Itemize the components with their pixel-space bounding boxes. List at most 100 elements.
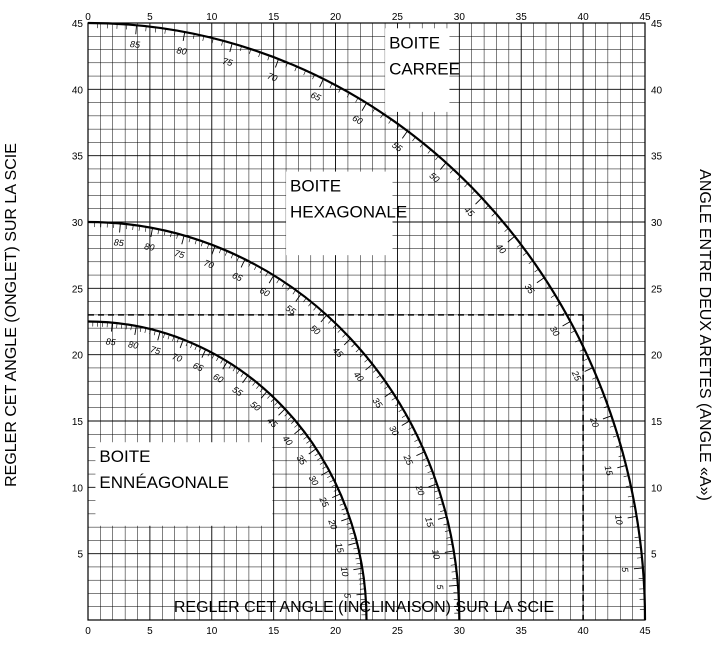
arc-degree-tick — [164, 28, 166, 34]
arc-degree-tick — [365, 363, 373, 371]
arc-degree-tick — [434, 490, 440, 493]
arc-angle-label: 10 — [613, 514, 625, 526]
arc-degree-tick — [629, 505, 635, 508]
arc-degree-tick — [623, 475, 629, 478]
x-axis-title: REGLER CET ANGLE (INCLINAISON) SUR LA SC… — [174, 599, 554, 616]
arc-angle-label: 45 — [265, 415, 280, 430]
arc-curve — [87, 21, 647, 621]
box-label-background — [95, 442, 273, 526]
arc-degree-tick — [437, 516, 447, 520]
arc-degree-tick — [145, 226, 147, 232]
arc-degree-tick — [355, 348, 360, 353]
arc-degree-tick — [356, 593, 366, 596]
arc-angle-label: 85 — [130, 39, 142, 50]
arc-degree-tick — [355, 97, 359, 103]
arc-degree-tick — [342, 333, 347, 338]
x-tick-label-top: 0 — [85, 12, 91, 23]
arc-angle-label: 45 — [331, 345, 346, 360]
arc-degree-tick — [337, 498, 343, 501]
arc-degree-tick — [450, 564, 456, 566]
arc-degree-tick — [111, 322, 113, 332]
x-tick-label: 40 — [578, 626, 590, 637]
arc-degree-tick — [391, 397, 397, 401]
y-tick-label: 15 — [72, 417, 84, 428]
arc-degree-tick — [376, 374, 381, 379]
arc-degree-tick — [319, 461, 325, 465]
arc-degree-tick — [353, 567, 363, 571]
y-tick-label-right: 40 — [651, 85, 663, 96]
arc-angle-label: 5 — [342, 593, 352, 600]
arc-degree-tick — [412, 136, 416, 142]
arc-degree-tick — [327, 475, 332, 478]
y-tick-label: 45 — [72, 19, 84, 30]
arc-degree-tick — [292, 289, 296, 295]
arc-degree-tick — [331, 484, 337, 488]
arc-degree-tick — [254, 265, 257, 270]
arc-degree-tick — [346, 522, 352, 525]
arc-degree-tick — [484, 205, 489, 209]
arc-degree-tick — [425, 464, 430, 467]
arc-degree-tick — [275, 58, 279, 68]
arc-degree-tick — [570, 330, 576, 334]
arc-degree-tick — [319, 78, 324, 88]
arc-degree-tick — [599, 396, 605, 399]
arc-angle-label: 5 — [435, 584, 445, 591]
box-label-line: ENNÉAGONALE — [99, 473, 228, 492]
arc-angle-label: 55 — [390, 140, 405, 155]
x-tick-label: 15 — [268, 626, 280, 637]
arc-degree-tick — [337, 328, 342, 333]
arc-degree-tick — [448, 584, 458, 587]
arc-angle-label: 35 — [294, 453, 309, 468]
y-tick-label: 25 — [72, 284, 84, 295]
arc-degree-tick — [446, 536, 452, 539]
arc-degree-tick — [507, 235, 515, 243]
arc-degree-tick — [584, 367, 594, 372]
arc-degree-tick — [350, 537, 356, 540]
arc-degree-tick — [138, 225, 140, 231]
arc-angle-label: 85 — [105, 336, 117, 347]
arc-angle-label: 80 — [144, 241, 156, 253]
arc-angle-label: 15 — [603, 464, 616, 477]
arc-degree-tick — [188, 237, 191, 243]
arc-degree-tick — [179, 339, 184, 349]
arc-degree-tick — [222, 361, 228, 370]
arc-angle-label: 65 — [309, 90, 323, 104]
x-tick-label: 10 — [206, 626, 218, 637]
arc-degree-tick — [349, 532, 355, 535]
arc-degree-tick — [427, 149, 432, 154]
arc-degree-tick — [202, 35, 205, 41]
x-tick-label: 45 — [639, 626, 651, 637]
arc-angle-label: 50 — [248, 399, 262, 413]
y-tick-label: 30 — [72, 218, 84, 229]
box-labels: BOITE CARREE BOITE HEXAGONALE BOITE ENNÉAGONA… — [95, 28, 460, 526]
arc-degree-tick — [618, 455, 624, 458]
arc-degree-tick — [636, 557, 642, 559]
arc-degree-tick — [230, 253, 234, 259]
arc-degree-tick — [522, 252, 528, 256]
y-tick-label-right: 20 — [651, 351, 663, 362]
arc-angle-label: 30 — [548, 324, 562, 338]
arc-degree-tick — [358, 573, 364, 575]
y-tick-label: 5 — [77, 550, 83, 561]
arc-degree-tick — [201, 349, 207, 358]
x-tick-label-top: 15 — [268, 12, 280, 23]
arc-degree-tick — [464, 183, 469, 188]
arc-degree-tick — [329, 83, 333, 89]
arc-angle-label: 20 — [588, 415, 601, 429]
arc-degree-tick — [584, 358, 589, 361]
arc-degree-tick — [398, 408, 404, 412]
arc-degree-tick — [372, 369, 377, 373]
y-tick-label-right: 5 — [651, 550, 657, 561]
arc-degree-tick — [536, 277, 545, 284]
x-tick-label: 5 — [147, 626, 153, 637]
minor-grid — [88, 23, 645, 620]
arc-degree-tick — [300, 431, 305, 436]
arc-degree-tick — [150, 227, 153, 237]
box-label-background — [385, 28, 450, 112]
arc-degree-tick — [268, 275, 275, 284]
arc-degree-tick — [348, 542, 358, 546]
arc-degree-tick — [207, 351, 211, 357]
x-tick-label-top: 10 — [206, 12, 218, 23]
arc-degree-tick — [277, 405, 282, 410]
